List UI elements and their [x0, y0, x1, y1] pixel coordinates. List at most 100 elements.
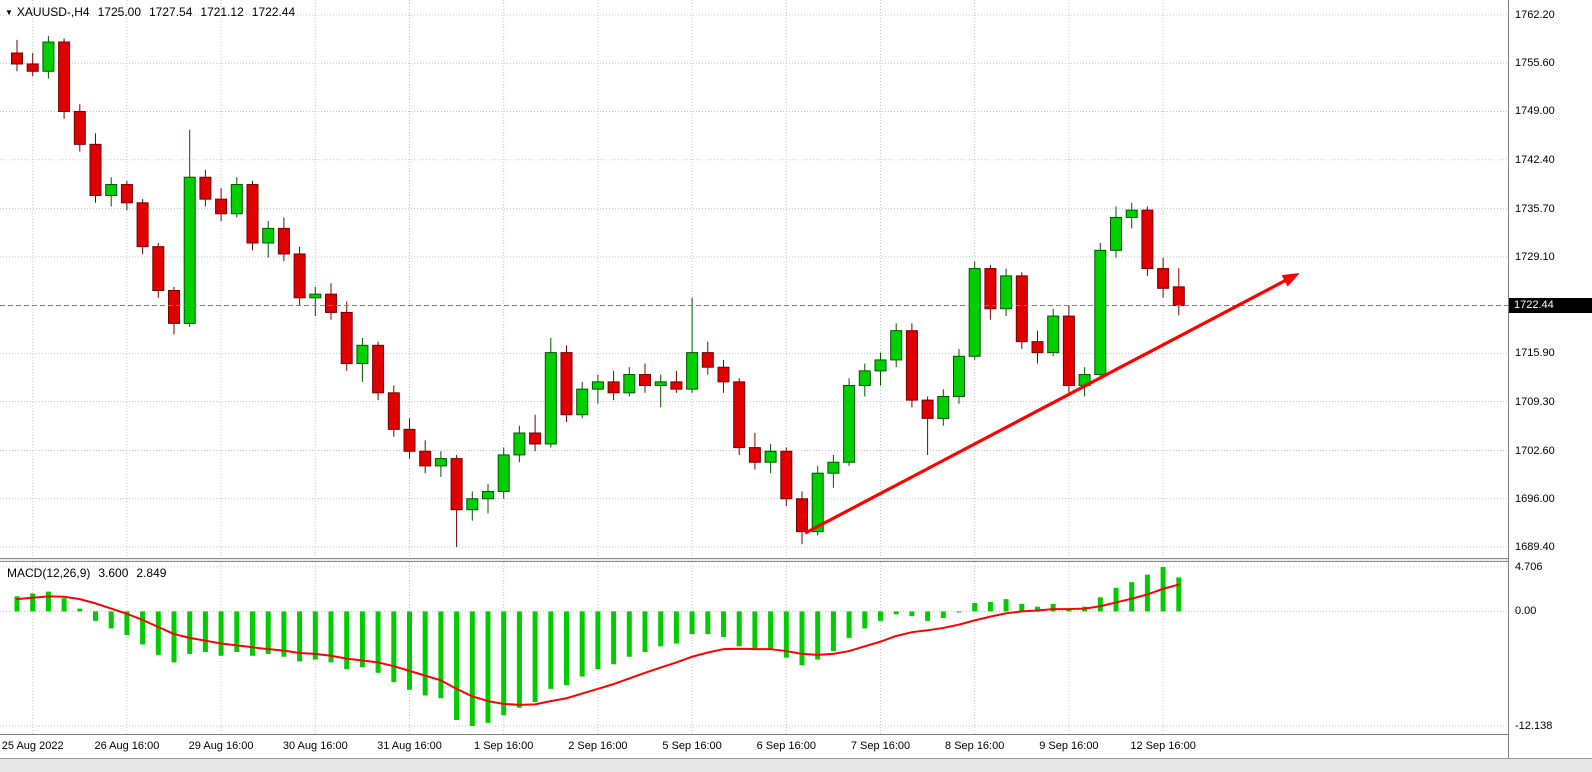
macd-histogram-bar	[375, 611, 381, 673]
time-axis-label: 6 Sep 16:00	[756, 740, 816, 752]
candle-body	[874, 359, 887, 372]
macd-histogram-bar	[391, 611, 397, 683]
candle-body	[215, 198, 228, 215]
price-axis-label: 1735.70	[1515, 202, 1555, 215]
candle-body	[1015, 275, 1028, 343]
macd-histogram-bar	[93, 611, 98, 621]
macd-histogram-bar	[909, 611, 915, 617]
panel-splitter[interactable]	[0, 558, 1508, 562]
candle-body	[450, 458, 463, 511]
macd-histogram-bar	[328, 611, 334, 663]
macd-histogram-bar	[1144, 574, 1150, 612]
candle-body	[136, 202, 149, 248]
macd-histogram-bar	[171, 611, 177, 663]
readout-low: 1721.12	[200, 5, 244, 19]
macd-histogram-bar	[987, 601, 993, 612]
time-axis-label: 25 Aug 2022	[1, 740, 64, 752]
macd-histogram-bar	[250, 611, 255, 656]
macd-histogram-bar	[783, 611, 789, 658]
current-price-tag: 1722.44	[1509, 298, 1592, 314]
macd-histogram-bar	[925, 611, 931, 621]
candle-body	[26, 63, 39, 72]
candle-body	[639, 374, 651, 386]
candle-body	[434, 458, 447, 467]
candle-body	[183, 176, 196, 324]
price-axis-label: 1709.30	[1515, 395, 1555, 408]
macd-histogram-bar	[721, 611, 726, 637]
macd-histogram-bar	[155, 611, 161, 655]
macd-histogram-bar	[736, 611, 742, 647]
macd-histogram-bar	[705, 611, 711, 635]
macd-histogram-bar	[532, 611, 538, 703]
candle-body	[529, 432, 542, 445]
candle-body	[73, 110, 86, 145]
candle-body	[120, 184, 133, 204]
macd-histogram-bar	[187, 611, 193, 654]
candle-body	[1125, 209, 1138, 218]
macd-histogram-bar	[234, 611, 240, 653]
macd-histogram-bar	[1019, 603, 1025, 612]
macd-histogram-bar	[878, 611, 883, 621]
price-axis-label: 1762.20	[1515, 9, 1555, 21]
macd-histogram-bar	[564, 611, 569, 686]
candle-body	[1141, 209, 1154, 270]
macd-histogram-bar	[265, 611, 271, 654]
annotation-layer	[0, 272, 1508, 535]
macd-histogram-bar	[689, 611, 695, 635]
candle-body	[42, 41, 55, 72]
price-axis-label: 1749.00	[1515, 105, 1555, 118]
time-axis-label: 31 Aug 16:00	[377, 740, 442, 752]
time-axis-label: 1 Sep 16:00	[474, 740, 534, 752]
candle-body	[277, 227, 290, 255]
candle-body	[482, 490, 494, 500]
candle-body	[105, 184, 118, 197]
macd-histogram-bar	[14, 596, 20, 612]
readout-open: 1725.00	[97, 5, 141, 19]
symbol-dropdown-icon[interactable]: ▼	[5, 8, 13, 17]
candle-body	[340, 311, 353, 365]
candle-body	[89, 143, 102, 197]
candle-body	[607, 381, 620, 394]
time-axis-label: 8 Sep 16:00	[945, 740, 1005, 752]
price-axis[interactable]: 1722.44 1762.20 1755.60 1749.00 1742.40 1735…	[1508, 0, 1592, 758]
macd-histogram-bar	[1050, 603, 1056, 612]
candle-body	[686, 352, 699, 390]
candle-body	[309, 293, 322, 299]
candle-body	[701, 352, 714, 368]
candle-body	[387, 392, 400, 430]
candle-body	[199, 176, 212, 200]
macd-histogram-bar	[548, 611, 554, 689]
macd-histogram-bar	[830, 611, 836, 652]
candle-body	[152, 246, 165, 291]
candle-body	[513, 432, 526, 456]
macd-histogram-bar	[752, 611, 758, 651]
candle-body	[953, 355, 965, 397]
candle-body	[403, 428, 416, 452]
price-axis-label: 1689.40	[1515, 541, 1555, 553]
indicator-axis-label: 4.706	[1515, 561, 1543, 573]
candle-body	[58, 41, 71, 112]
price-axis-label: 1696.00	[1515, 492, 1555, 505]
macd-histogram-bar	[45, 591, 51, 612]
candle-body	[560, 352, 573, 416]
time-axis-label: 30 Aug 16:00	[282, 740, 348, 752]
macd-histogram-bar	[1097, 597, 1103, 612]
candle-body	[937, 395, 950, 419]
time-axis-label: 12 Sep 16:00	[1130, 740, 1196, 752]
macd-histogram-bar	[1035, 606, 1040, 612]
candle-body	[1172, 286, 1185, 307]
macd-histogram-bar	[815, 611, 821, 660]
candle-body	[968, 268, 981, 357]
macd-histogram-bar	[140, 611, 146, 645]
macd-histogram-bar	[1176, 577, 1182, 612]
macd-main-value: 3.600	[98, 566, 129, 580]
price-axis-label: 1715.90	[1515, 347, 1555, 360]
candle-body	[466, 498, 479, 511]
candle-body	[356, 344, 369, 365]
candle-body	[623, 374, 636, 394]
time-axis[interactable]: 25 Aug 2022 26 Aug 16:00 29 Aug 16:00 30 Au…	[0, 734, 1508, 758]
macd-histogram-bar	[1003, 599, 1009, 612]
candle-body	[654, 381, 667, 387]
